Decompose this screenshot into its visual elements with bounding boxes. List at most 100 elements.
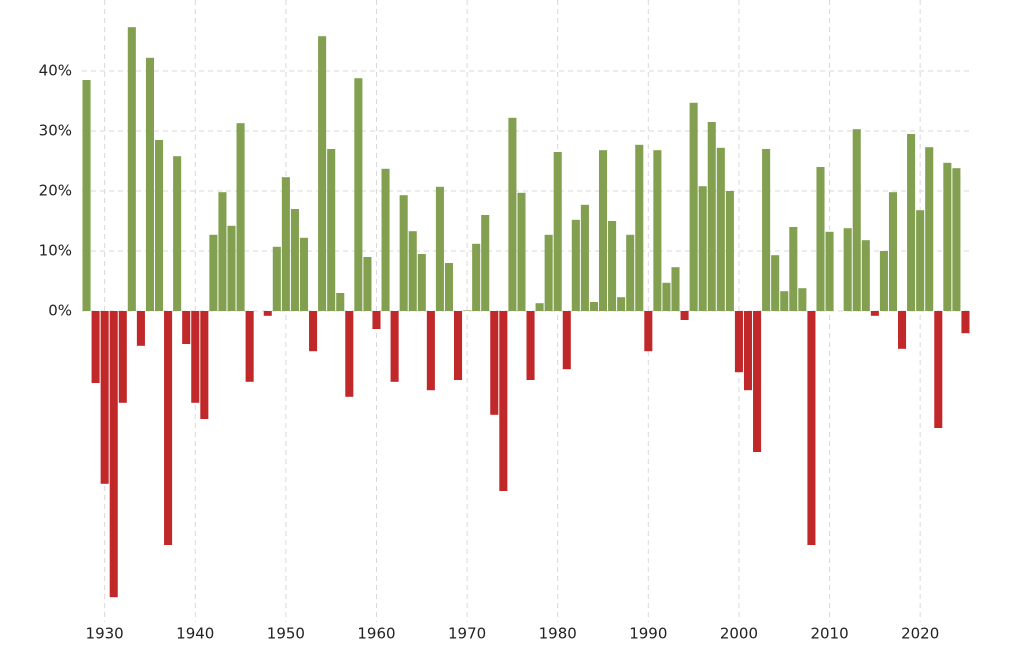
bar — [426, 311, 435, 391]
bar — [381, 168, 390, 311]
bar — [707, 122, 716, 311]
bar — [762, 149, 771, 311]
bar — [943, 162, 952, 311]
x-tick-label: 2010 — [810, 625, 848, 643]
bar — [716, 147, 725, 311]
x-tick-label: 1960 — [357, 625, 395, 643]
bar — [82, 80, 91, 311]
bar — [544, 234, 553, 311]
bar — [553, 152, 562, 311]
x-tick-label: 1980 — [539, 625, 577, 643]
bar — [789, 227, 798, 311]
bar — [680, 311, 689, 320]
bar — [372, 311, 381, 329]
bar — [825, 231, 834, 311]
bar — [390, 311, 399, 382]
bar — [907, 134, 916, 311]
y-tick-label: 30% — [39, 122, 72, 140]
bar — [771, 255, 780, 311]
bar — [589, 302, 598, 311]
bar — [562, 311, 571, 370]
bar — [281, 177, 290, 311]
bar — [580, 204, 589, 311]
bar — [517, 192, 526, 311]
bar — [272, 246, 281, 311]
bar — [780, 291, 789, 311]
bar — [182, 311, 191, 344]
x-tick-label: 1950 — [267, 625, 305, 643]
bar — [164, 311, 173, 545]
bar — [136, 311, 145, 346]
bar — [807, 311, 816, 545]
bar — [209, 234, 218, 311]
bar — [481, 215, 490, 311]
bar — [454, 311, 463, 380]
bar — [653, 150, 662, 311]
x-tick-label: 2000 — [720, 625, 758, 643]
bar — [526, 311, 535, 380]
x-tick-label: 1930 — [86, 625, 124, 643]
y-tick-label: 20% — [39, 182, 72, 200]
bar — [290, 209, 299, 311]
bar — [91, 311, 100, 383]
bar — [263, 311, 272, 316]
bar — [109, 311, 118, 598]
bar — [154, 140, 164, 311]
bar — [463, 310, 472, 311]
bar — [898, 311, 907, 349]
bar — [327, 149, 336, 311]
bar — [852, 129, 861, 311]
bar — [499, 311, 508, 491]
bar — [608, 221, 617, 311]
bar — [743, 311, 753, 391]
bar — [345, 311, 354, 397]
bar — [934, 311, 943, 428]
bar — [870, 311, 879, 316]
bar — [100, 311, 109, 484]
bar — [952, 168, 961, 311]
bar — [336, 293, 345, 311]
bar — [571, 219, 580, 311]
bar — [408, 231, 417, 311]
bar — [916, 210, 925, 311]
x-tick-label: 1970 — [448, 625, 486, 643]
bar — [227, 225, 236, 311]
bar — [490, 311, 499, 415]
bar — [626, 234, 635, 311]
bar — [635, 144, 644, 311]
y-tick-label: 0% — [48, 302, 72, 320]
bar — [218, 192, 227, 311]
bar — [843, 228, 852, 311]
bar — [435, 186, 444, 311]
bar — [127, 27, 136, 311]
bar — [879, 251, 888, 311]
bar — [354, 78, 363, 311]
bar — [644, 311, 653, 352]
bar — [145, 57, 154, 311]
bar — [535, 303, 544, 311]
bar — [118, 311, 127, 403]
bar — [925, 147, 934, 311]
bar — [508, 117, 517, 311]
bar — [598, 150, 608, 311]
bar — [617, 297, 626, 311]
bar — [236, 123, 245, 311]
bar — [472, 243, 481, 311]
bar — [173, 156, 182, 311]
bar — [318, 36, 327, 311]
x-tick-label: 1990 — [629, 625, 667, 643]
bar — [662, 282, 671, 311]
bar — [417, 254, 426, 311]
bar — [200, 311, 209, 419]
bar — [753, 311, 762, 452]
bar — [816, 167, 825, 311]
x-tick-label: 2020 — [901, 625, 939, 643]
y-tick-label: 40% — [39, 62, 72, 80]
bar — [363, 257, 372, 311]
bar — [309, 311, 318, 352]
bar — [671, 267, 680, 311]
bar — [698, 186, 707, 311]
x-tick-label: 1940 — [176, 625, 214, 643]
